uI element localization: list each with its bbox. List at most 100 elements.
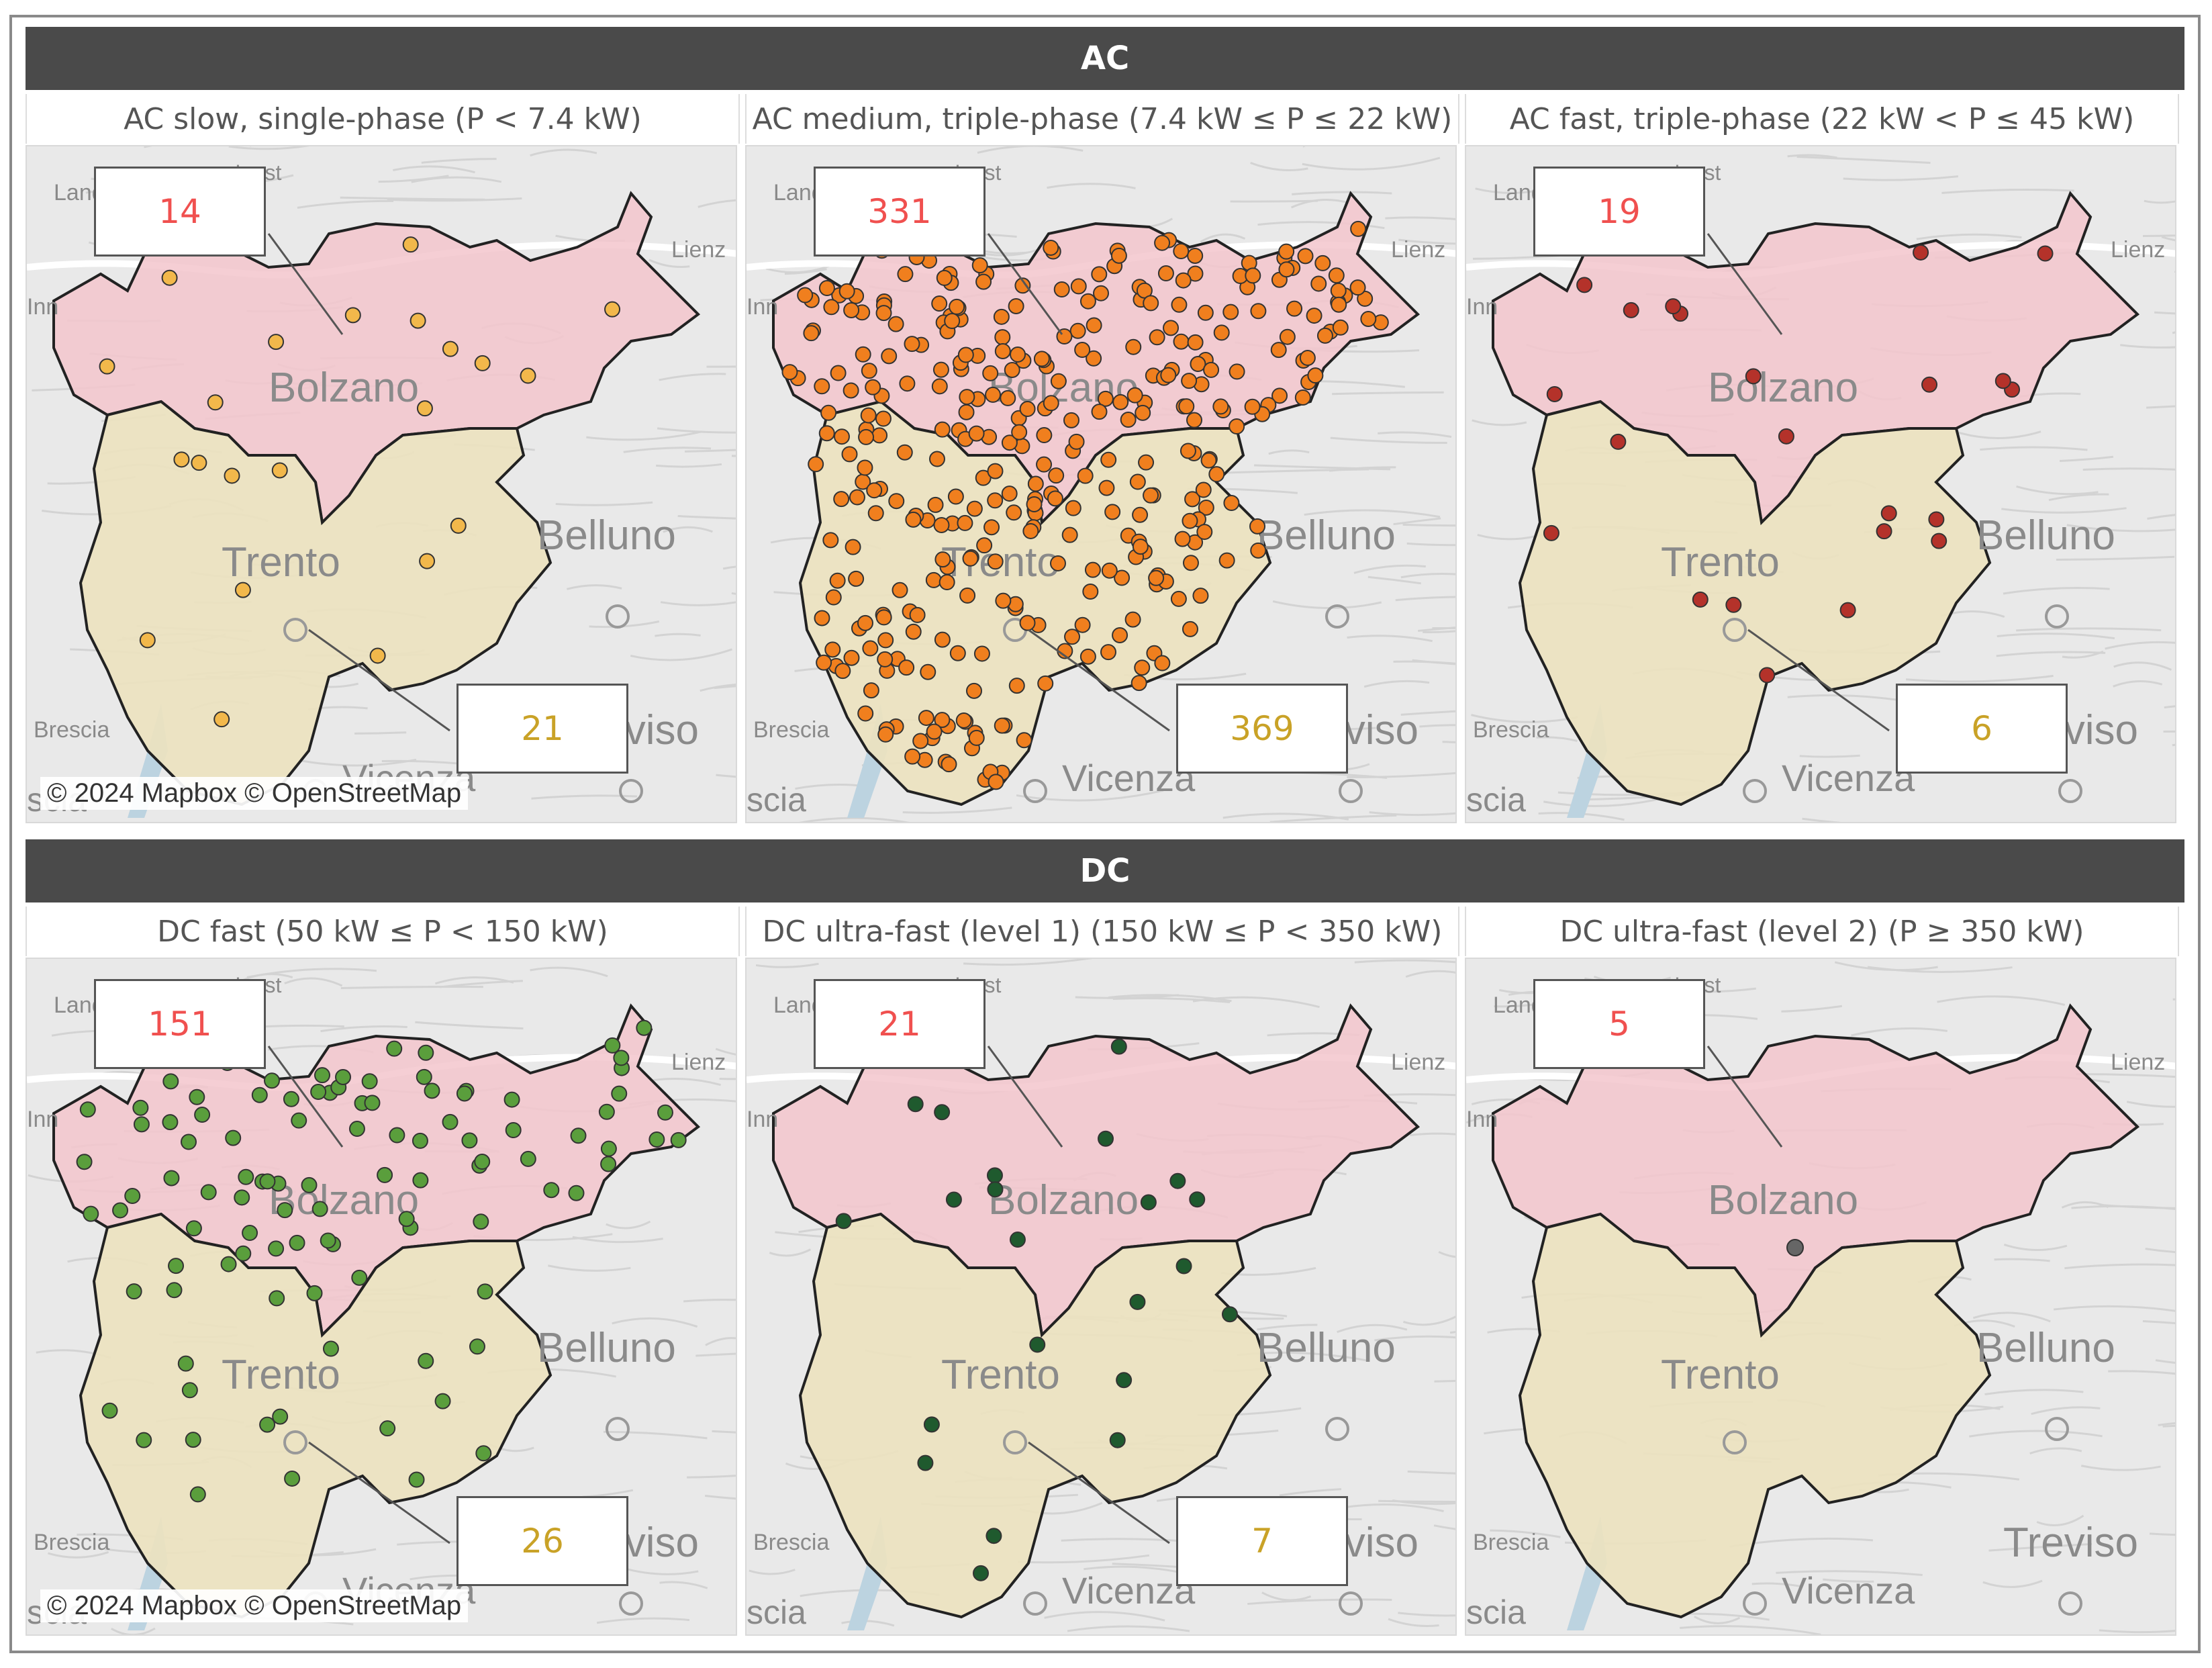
charging-station-dot[interactable]: [600, 1156, 617, 1172]
charging-station-dot[interactable]: [1913, 244, 1929, 261]
charging-station-dot[interactable]: [897, 266, 914, 283]
charging-station-dot[interactable]: [931, 378, 948, 395]
charging-station-dot[interactable]: [982, 365, 999, 381]
charging-station-dot[interactable]: [611, 1085, 628, 1102]
charging-station-dot[interactable]: [1175, 1258, 1192, 1275]
charging-station-dot[interactable]: [1016, 732, 1032, 749]
charging-station-dot[interactable]: [834, 663, 851, 680]
charging-station-dot[interactable]: [918, 710, 934, 727]
charging-station-dot[interactable]: [857, 614, 873, 631]
charging-station-dot[interactable]: [1140, 1194, 1157, 1211]
charging-station-dot[interactable]: [412, 1172, 429, 1189]
charging-station-dot[interactable]: [1931, 532, 1947, 549]
charging-station-dot[interactable]: [1839, 602, 1856, 618]
charging-station-dot[interactable]: [1048, 467, 1065, 484]
charging-station-dot[interactable]: [934, 631, 951, 648]
charging-station-dot[interactable]: [1208, 466, 1225, 483]
charging-station-dot[interactable]: [1037, 675, 1054, 692]
charging-station-dot[interactable]: [1297, 248, 1314, 265]
charging-station-dot[interactable]: [888, 493, 905, 510]
charging-station-dot[interactable]: [259, 1173, 276, 1190]
charging-station-dot[interactable]: [829, 572, 846, 589]
province-trento[interactable]: [1518, 1212, 1992, 1619]
charging-station-dot[interactable]: [1212, 398, 1229, 415]
charging-station-dot[interactable]: [1098, 479, 1115, 496]
charging-station-dot[interactable]: [993, 308, 1010, 325]
charging-station-dot[interactable]: [1928, 511, 1945, 528]
charging-station-dot[interactable]: [189, 1088, 205, 1105]
charging-station-dot[interactable]: [1129, 1293, 1146, 1310]
charging-station-dot[interactable]: [1187, 265, 1204, 282]
charging-station-dot[interactable]: [1134, 659, 1151, 676]
charging-station-dot[interactable]: [1110, 247, 1127, 264]
province-trento[interactable]: [798, 1212, 1272, 1619]
charging-station-dot[interactable]: [1104, 504, 1121, 520]
charging-station-dot[interactable]: [1027, 475, 1044, 492]
charging-station-dot[interactable]: [505, 1122, 522, 1139]
charging-station-dot[interactable]: [1163, 320, 1180, 336]
charging-station-dot[interactable]: [1175, 272, 1192, 289]
charging-station-dot[interactable]: [962, 550, 979, 567]
charging-station-dot[interactable]: [1310, 275, 1327, 292]
charging-station-dot[interactable]: [283, 1091, 299, 1107]
charging-station-dot[interactable]: [1129, 473, 1146, 490]
charging-station-dot[interactable]: [968, 425, 985, 442]
charging-station-dot[interactable]: [855, 346, 871, 363]
charging-station-dot[interactable]: [986, 1167, 1003, 1184]
charging-station-dot[interactable]: [857, 705, 874, 722]
charging-station-dot[interactable]: [461, 1132, 478, 1149]
charging-station-dot[interactable]: [994, 329, 1011, 346]
charging-station-dot[interactable]: [818, 425, 835, 442]
charging-station-dot[interactable]: [1131, 675, 1147, 692]
charging-station-dot[interactable]: [173, 451, 190, 468]
charging-station-dot[interactable]: [987, 492, 1004, 509]
charging-station-dot[interactable]: [1623, 302, 1639, 318]
charging-station-dot[interactable]: [934, 712, 951, 729]
charging-station-dot[interactable]: [1149, 329, 1165, 346]
charging-station-dot[interactable]: [912, 733, 929, 749]
charging-station-dot[interactable]: [570, 1127, 587, 1144]
charging-station-dot[interactable]: [168, 1258, 185, 1275]
charging-station-dot[interactable]: [1543, 524, 1559, 541]
charging-station-dot[interactable]: [1026, 496, 1043, 512]
charging-station-dot[interactable]: [1116, 1372, 1133, 1389]
charging-station-dot[interactable]: [1328, 267, 1345, 284]
charging-station-dot[interactable]: [934, 1104, 951, 1121]
charging-station-dot[interactable]: [402, 236, 419, 253]
charging-station-dot[interactable]: [1745, 368, 1762, 385]
charging-station-dot[interactable]: [857, 459, 873, 476]
charging-station-dot[interactable]: [311, 1201, 328, 1217]
charging-station-dot[interactable]: [424, 1082, 440, 1099]
charging-station-dot[interactable]: [871, 427, 888, 444]
charging-station-dot[interactable]: [1049, 555, 1066, 571]
charging-station-dot[interactable]: [928, 451, 945, 467]
charging-station-dot[interactable]: [76, 1154, 93, 1170]
charging-station-dot[interactable]: [1022, 522, 1039, 539]
map-copyright[interactable]: © 2024 Mapbox © OpenStreetMap: [40, 1589, 469, 1622]
charging-station-dot[interactable]: [830, 365, 847, 381]
charging-station-dot[interactable]: [1114, 569, 1131, 586]
province-trento[interactable]: [1518, 400, 1992, 806]
charging-station-dot[interactable]: [1006, 504, 1022, 521]
charging-station-dot[interactable]: [1880, 505, 1897, 522]
charging-station-dot[interactable]: [1053, 281, 1070, 297]
charging-station-dot[interactable]: [306, 1285, 323, 1301]
charging-station-dot[interactable]: [1019, 401, 1036, 418]
charging-station-dot[interactable]: [648, 1131, 665, 1148]
charging-station-dot[interactable]: [934, 421, 951, 438]
charging-station-dot[interactable]: [1148, 569, 1165, 586]
charging-station-dot[interactable]: [1250, 542, 1267, 559]
charging-station-dot[interactable]: [386, 1040, 403, 1057]
charging-station-dot[interactable]: [163, 1170, 180, 1187]
charging-station-dot[interactable]: [983, 519, 1000, 536]
charging-station-dot[interactable]: [189, 1486, 206, 1503]
charging-station-dot[interactable]: [291, 1112, 307, 1129]
charging-station-dot[interactable]: [797, 287, 814, 304]
charging-station-dot[interactable]: [1330, 282, 1347, 299]
charging-station-dot[interactable]: [814, 610, 830, 627]
charging-station-dot[interactable]: [264, 1072, 281, 1089]
charging-station-dot[interactable]: [272, 1408, 289, 1425]
charging-station-dot[interactable]: [162, 1073, 179, 1090]
charging-station-dot[interactable]: [1091, 266, 1108, 283]
charging-station-dot[interactable]: [1180, 443, 1196, 459]
